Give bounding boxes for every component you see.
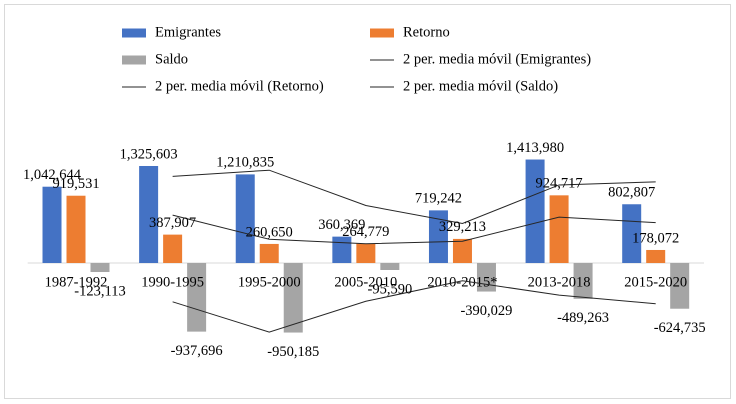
legend-label: 2 per. media móvil (Retorno)	[155, 78, 324, 94]
bar	[356, 243, 376, 264]
legend-label: 2 per. media móvil (Saldo)	[403, 78, 558, 94]
bar	[283, 263, 303, 333]
data-label: 329,213	[439, 219, 486, 235]
bar	[670, 263, 690, 309]
legend-label: 2 per. media móvil (Emigrantes)	[403, 51, 591, 67]
bar	[549, 195, 569, 264]
data-label: -937,696	[171, 343, 223, 359]
data-label: 264,779	[342, 224, 389, 240]
bar	[646, 249, 666, 264]
bar	[42, 186, 62, 264]
bar	[90, 263, 110, 273]
legend-label: Retorno	[403, 24, 450, 40]
chart-border	[4, 4, 731, 399]
bar	[139, 165, 159, 264]
data-label: -390,029	[460, 303, 512, 319]
moving-average-line	[172, 280, 656, 333]
data-label: 924,717	[536, 176, 583, 192]
x-tick-label: 2015-2020	[624, 274, 687, 290]
bar	[163, 234, 183, 264]
data-label: 1,042,644	[23, 167, 82, 183]
x-tick-label: 1995-2000	[238, 274, 301, 290]
data-label: 802,807	[608, 185, 655, 201]
bar	[187, 263, 207, 332]
legend-label: Saldo	[155, 51, 188, 67]
bar	[66, 195, 86, 264]
data-label: 260,650	[246, 224, 293, 240]
data-label: 1,210,835	[216, 155, 274, 171]
bar	[428, 210, 448, 264]
bar	[235, 174, 255, 264]
bar	[622, 204, 642, 264]
data-label: -95,590	[367, 281, 412, 297]
data-label: -950,185	[267, 344, 319, 360]
x-tick-label: 1990-1995	[141, 274, 204, 290]
x-tick-label: 2005-2010	[334, 274, 397, 290]
legend-label: Emigrantes	[155, 24, 221, 40]
data-label: 1,325,603	[120, 146, 178, 162]
data-label: 919,531	[52, 176, 99, 192]
x-tick-label: 1987-1992	[45, 274, 108, 290]
bar	[452, 238, 472, 264]
bar	[380, 263, 400, 270]
bar	[476, 263, 496, 292]
x-tick-label: 2013-2018	[528, 274, 591, 290]
legend-swatch	[122, 55, 146, 65]
x-tick-label: 2010-2015*	[427, 274, 497, 290]
bar	[332, 236, 352, 264]
data-label: 360,369	[318, 217, 365, 233]
moving-average-line	[172, 169, 656, 225]
data-label: -489,263	[557, 310, 609, 326]
data-label: 387,907	[149, 215, 196, 231]
legend-swatch	[122, 28, 146, 38]
bar	[525, 159, 545, 264]
bar	[259, 243, 279, 264]
data-label: -123,113	[74, 283, 125, 299]
bar	[573, 263, 593, 299]
legend-swatch	[370, 28, 394, 38]
data-label: 719,242	[415, 191, 462, 207]
data-label: 178,072	[632, 230, 679, 246]
data-label: 1,413,980	[506, 140, 564, 156]
data-label: -624,735	[654, 320, 706, 336]
moving-average-line	[172, 214, 656, 245]
